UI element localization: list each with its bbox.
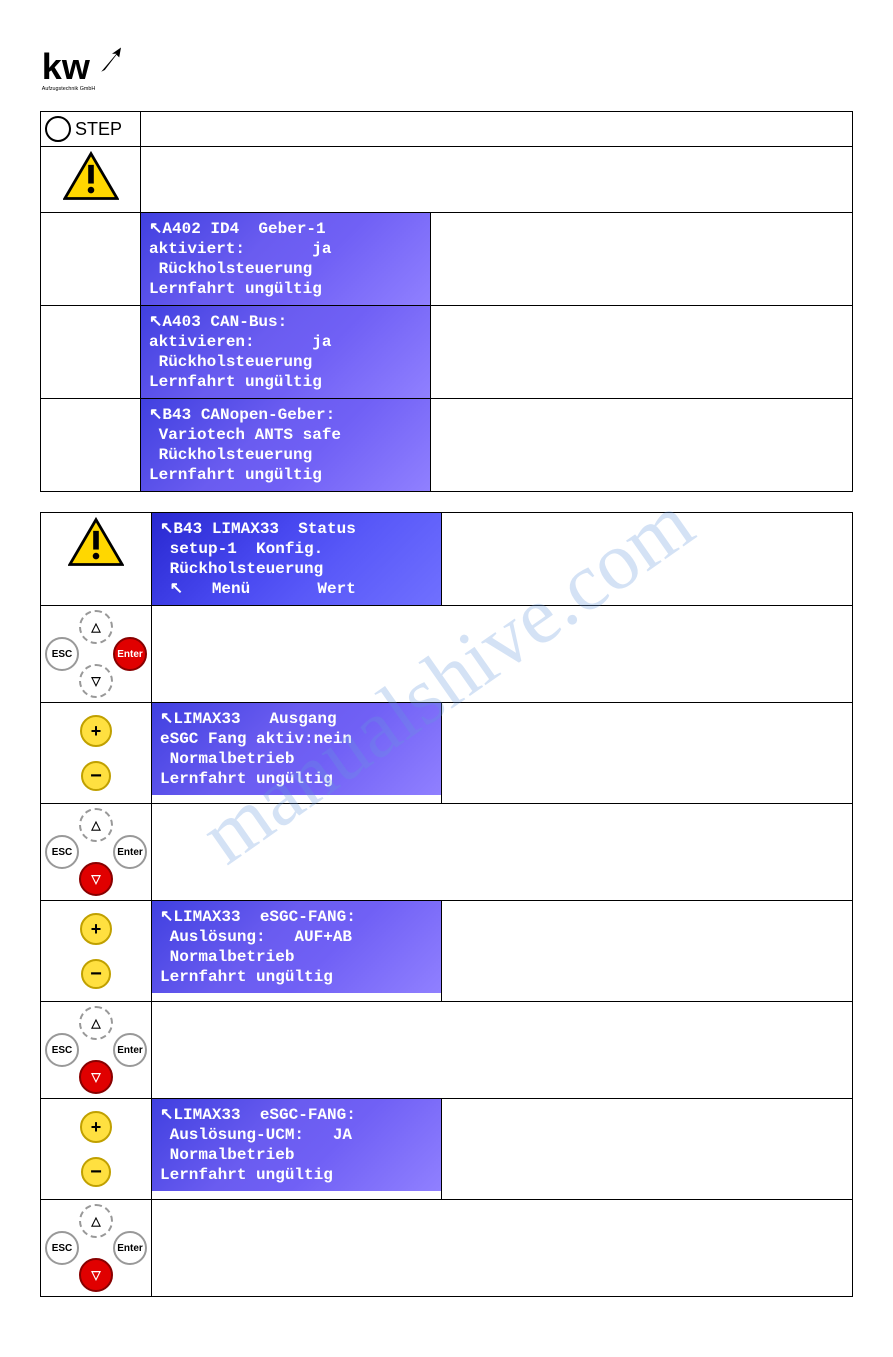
minus-button[interactable]: − <box>81 1157 111 1187</box>
row-icon-cell <box>41 306 141 399</box>
desc-cell <box>152 1200 853 1297</box>
up-button[interactable]: △ <box>79 808 113 842</box>
plus-button[interactable]: + <box>80 715 112 747</box>
lcd-display: ↖A403 CAN-Bus: aktivieren: ja Rückholste… <box>141 306 430 398</box>
lcd-display: ↖LIMAX33 eSGC-FANG: Auslösung: AUF+AB No… <box>152 901 441 993</box>
step-circle-icon <box>45 116 71 142</box>
lcd-cell: ↖LIMAX33 eSGC-FANG: Auslösung: AUF+AB No… <box>152 901 442 1002</box>
desc-cell <box>152 804 853 901</box>
enter-button[interactable]: Enter <box>113 1033 147 1067</box>
table-1: STEP ↖A402 ID4 Geber-1 aktiviert: ja Rüc… <box>40 111 853 492</box>
enter-button[interactable]: Enter <box>113 637 147 671</box>
esc-button[interactable]: ESC <box>45 637 79 671</box>
table-2: ↖B43 LIMAX33 Status setup-1 Konfig. Rück… <box>40 512 853 1297</box>
row-icon-cell <box>41 213 141 306</box>
nav-cluster-cell: ESC △ ▽ Enter <box>41 1200 152 1297</box>
warning-icon <box>68 517 124 569</box>
svg-text:Aufzugstechnik GmbH: Aufzugstechnik GmbH <box>42 86 96 92</box>
desc-cell <box>431 306 853 399</box>
nav-cluster-cell: ESC △ ▽ Enter <box>41 804 152 901</box>
lcd-cell: ↖A403 CAN-Bus: aktivieren: ja Rückholste… <box>141 306 431 399</box>
plusminus-cell: + − <box>41 1099 152 1200</box>
enter-button[interactable]: Enter <box>113 835 147 869</box>
desc-cell <box>141 147 853 213</box>
desc-cell <box>442 703 853 804</box>
down-button[interactable]: ▽ <box>79 862 113 896</box>
desc-cell <box>152 1002 853 1099</box>
up-button[interactable]: △ <box>79 1204 113 1238</box>
down-button[interactable]: ▽ <box>79 1060 113 1094</box>
esc-button[interactable]: ESC <box>45 835 79 869</box>
enter-button[interactable]: Enter <box>113 1231 147 1265</box>
step-label: STEP <box>75 119 122 140</box>
svg-text:kw: kw <box>42 46 91 87</box>
row-icon-cell <box>41 399 141 492</box>
logo: kw Aufzugstechnik GmbH <box>40 40 853 105</box>
minus-button[interactable]: − <box>81 761 111 791</box>
desc-cell <box>152 606 853 703</box>
plusminus-cell: + − <box>41 901 152 1002</box>
nav-cluster-cell: ESC △ ▽ Enter <box>41 1002 152 1099</box>
esc-button[interactable]: ESC <box>45 1231 79 1265</box>
up-button[interactable]: △ <box>79 1006 113 1040</box>
desc-cell <box>431 213 853 306</box>
desc-cell <box>431 399 853 492</box>
down-button[interactable]: ▽ <box>79 1258 113 1292</box>
plus-button[interactable]: + <box>80 1111 112 1143</box>
down-button[interactable]: ▽ <box>79 664 113 698</box>
step-header-cell: STEP <box>41 112 141 147</box>
lcd-cell: ↖B43 CANopen-Geber: Variotech ANTS safe … <box>141 399 431 492</box>
plusminus-cell: + − <box>41 703 152 804</box>
warn-cell <box>41 513 152 606</box>
lcd-cell: ↖B43 LIMAX33 Status setup-1 Konfig. Rück… <box>152 513 442 606</box>
minus-button[interactable]: − <box>81 959 111 989</box>
header-empty <box>141 112 853 147</box>
warning-icon <box>63 151 119 203</box>
lcd-display: ↖LIMAX33 Ausgang eSGC Fang aktiv:nein No… <box>152 703 441 795</box>
lcd-display: ↖B43 CANopen-Geber: Variotech ANTS safe … <box>141 399 430 491</box>
warn-cell <box>41 147 141 213</box>
lcd-cell: ↖A402 ID4 Geber-1 aktiviert: ja Rückhols… <box>141 213 431 306</box>
lcd-display: ↖LIMAX33 eSGC-FANG: Auslösung-UCM: JA No… <box>152 1099 441 1191</box>
lcd-cell: ↖LIMAX33 eSGC-FANG: Auslösung-UCM: JA No… <box>152 1099 442 1200</box>
desc-cell <box>442 1099 853 1200</box>
lcd-display: ↖B43 LIMAX33 Status setup-1 Konfig. Rück… <box>152 513 441 605</box>
nav-cluster-cell: ESC △ ▽ Enter <box>41 606 152 703</box>
desc-cell <box>442 513 853 606</box>
lcd-display: ↖A402 ID4 Geber-1 aktiviert: ja Rückhols… <box>141 213 430 305</box>
esc-button[interactable]: ESC <box>45 1033 79 1067</box>
desc-cell <box>442 901 853 1002</box>
up-button[interactable]: △ <box>79 610 113 644</box>
plus-button[interactable]: + <box>80 913 112 945</box>
lcd-cell: ↖LIMAX33 Ausgang eSGC Fang aktiv:nein No… <box>152 703 442 804</box>
